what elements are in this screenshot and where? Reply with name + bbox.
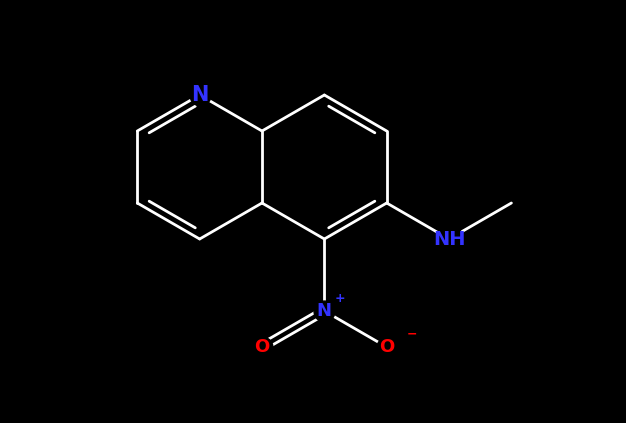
Text: O: O (254, 338, 270, 356)
Text: N: N (317, 302, 332, 320)
Text: −: − (406, 327, 417, 341)
Text: O: O (379, 338, 394, 356)
Text: NH: NH (433, 230, 465, 248)
Text: +: + (335, 291, 346, 305)
Text: N: N (191, 85, 208, 105)
